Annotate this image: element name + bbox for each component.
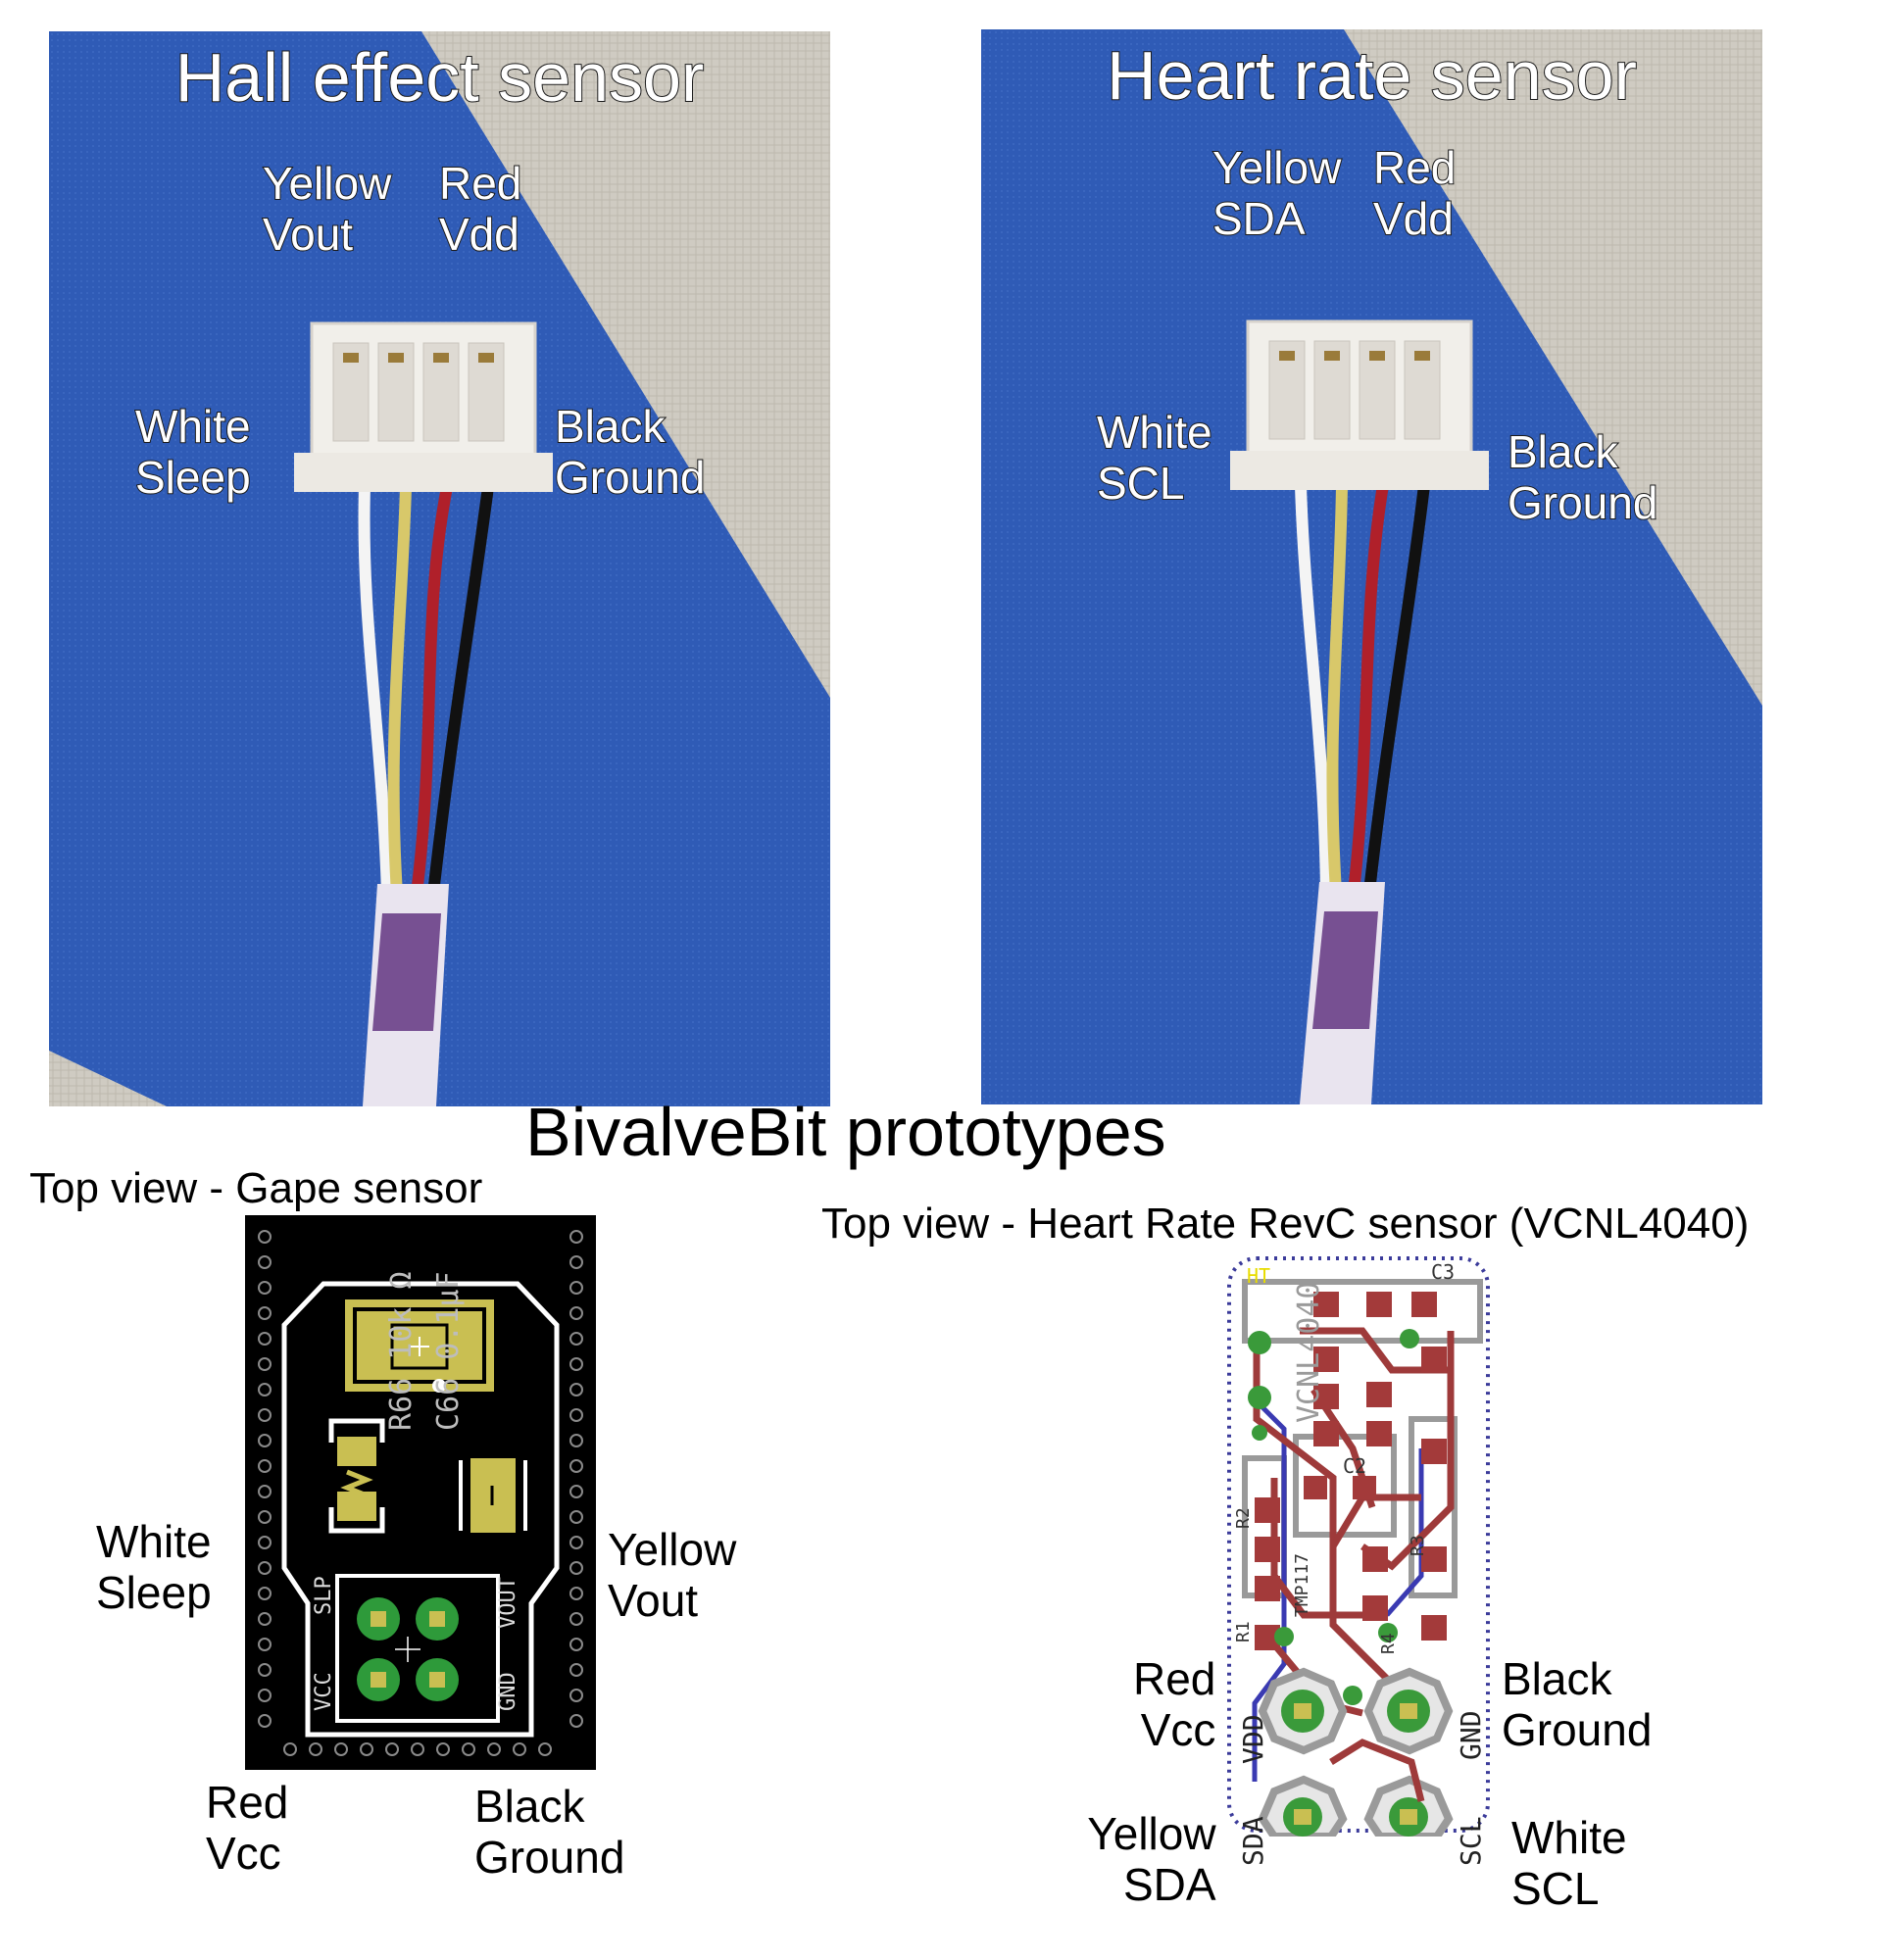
hall-label-black-signal: Ground bbox=[554, 451, 706, 503]
gape-r66-label: R66 10k Ω bbox=[384, 1271, 419, 1431]
gape-label-red-color: Red bbox=[206, 1777, 289, 1828]
heart-board-label-white-signal: SCL bbox=[1511, 1862, 1600, 1914]
gape-label-yellow: Yellow Vout bbox=[608, 1524, 737, 1627]
heart-label-white-signal: SCL bbox=[1096, 457, 1185, 509]
heart-label-yellow: Yellow SDA bbox=[1211, 141, 1342, 244]
gape-caption: Top view - Gape sensor bbox=[29, 1164, 483, 1212]
heart-label-yellow-color: Yellow bbox=[1211, 141, 1342, 193]
hall-label-black: Black Ground bbox=[554, 400, 706, 503]
gape-label-yellow-signal: Vout bbox=[608, 1574, 699, 1626]
heart-board-caption: Top view - Heart Rate RevC sensor (VCNL4… bbox=[821, 1200, 1750, 1248]
heart-board-label-black-signal: Ground bbox=[1502, 1703, 1653, 1755]
hall-photo-illustration bbox=[49, 31, 830, 1106]
heart-rate-board bbox=[1227, 1256, 1490, 1837]
hall-photo-title: Hall effect sensor bbox=[174, 38, 706, 117]
heart-photo-title: Heart rate sensor bbox=[1106, 36, 1638, 115]
hall-sensor-photo: Hall effect sensor Yellow Vout Red Vdd W… bbox=[49, 31, 830, 1106]
heart-label-black-signal: Ground bbox=[1507, 476, 1658, 528]
heart-board-blue-traces bbox=[1252, 1397, 1424, 1782]
gape-pin-vout: VOUT bbox=[496, 1577, 520, 1629]
hall-label-white: White Sleep bbox=[134, 400, 252, 503]
heart-board-label-yellow-color: Yellow bbox=[1087, 1808, 1216, 1859]
heart-label-red-color: Red bbox=[1372, 141, 1457, 193]
heart-c3-label: C3 bbox=[1431, 1260, 1456, 1284]
heart-label-white: White SCL bbox=[1096, 406, 1213, 509]
gape-label-red-signal: Vcc bbox=[206, 1827, 281, 1879]
heart-board-label-red: Red Vcc bbox=[1133, 1653, 1216, 1756]
heart-board-label-yellow: Yellow SDA bbox=[1070, 1808, 1216, 1911]
heart-label-black: Black Ground bbox=[1507, 425, 1658, 528]
heart-c2-label: C2 bbox=[1343, 1454, 1367, 1478]
gape-c66-label: C66 0.1µF bbox=[431, 1271, 466, 1431]
heart-board-label-black-color: Black bbox=[1502, 1653, 1612, 1704]
gape-label-yellow-color: Yellow bbox=[608, 1524, 737, 1575]
heart-ht-label: HT bbox=[1247, 1264, 1271, 1288]
heart-board-vias bbox=[1248, 1329, 1419, 1705]
hall-label-white-color: White bbox=[134, 400, 252, 452]
hall-label-white-signal: Sleep bbox=[134, 451, 252, 503]
heart-board-label-yellow-signal: SDA bbox=[1123, 1858, 1216, 1910]
heart-tmp117-label: TMP117 bbox=[1292, 1552, 1312, 1617]
gape-pin-vcc: VCC bbox=[312, 1672, 336, 1711]
heart-label-black-color: Black bbox=[1507, 425, 1618, 477]
heart-sensor-photo: Heart rate sensor Yellow SDA Red Vdd Whi… bbox=[981, 29, 1762, 1104]
heart-pin-sda: SDA bbox=[1237, 1816, 1269, 1866]
heart-board-smd-pads bbox=[1255, 1292, 1447, 1650]
heart-board-label-red-color: Red bbox=[1133, 1653, 1216, 1704]
main-title: BivalveBit prototypes bbox=[525, 1094, 1166, 1170]
hall-label-red: Red Vdd bbox=[438, 157, 522, 260]
heart-label-yellow-signal: SDA bbox=[1211, 192, 1307, 244]
heart-pin-vdd: VDD bbox=[1237, 1714, 1269, 1764]
gape-pin-gnd: GND bbox=[496, 1672, 520, 1711]
heart-label-white-color: White bbox=[1096, 406, 1213, 458]
heart-board-connector-pads bbox=[1258, 1667, 1454, 1837]
heart-r3-label: R3 bbox=[1408, 1535, 1428, 1556]
heart-r2-label: R2 bbox=[1233, 1507, 1254, 1529]
heart-board-label-white-color: White bbox=[1511, 1812, 1627, 1863]
gape-label-black-signal: Ground bbox=[474, 1831, 625, 1883]
heart-label-red: Red Vdd bbox=[1372, 141, 1457, 244]
hall-label-yellow: Yellow Vout bbox=[262, 157, 392, 260]
hall-label-yellow-signal: Vout bbox=[262, 208, 354, 260]
heart-label-red-signal: Vdd bbox=[1372, 192, 1455, 244]
gape-label-black: Black Ground bbox=[474, 1781, 625, 1884]
gape-label-white-color: White bbox=[96, 1516, 212, 1567]
hall-label-red-color: Red bbox=[438, 157, 522, 209]
heart-board-label-red-signal: Vcc bbox=[1140, 1703, 1216, 1755]
heart-pin-scl: SCL bbox=[1455, 1816, 1487, 1866]
hall-label-black-color: Black bbox=[554, 400, 666, 452]
gape-label-white-signal: Sleep bbox=[96, 1566, 212, 1618]
heart-board-label-white: White SCL bbox=[1511, 1812, 1627, 1915]
heart-chip-label: VCNL4040 bbox=[1292, 1281, 1326, 1424]
hall-label-yellow-color: Yellow bbox=[262, 157, 392, 209]
heart-photo-illustration bbox=[981, 29, 1762, 1104]
heart-pin-gnd: GND bbox=[1455, 1710, 1487, 1760]
gape-board-edge-holes bbox=[258, 1230, 583, 1756]
gape-label-red: Red Vcc bbox=[206, 1777, 289, 1880]
hall-label-red-signal: Vdd bbox=[438, 208, 520, 260]
heart-r1-label: R1 bbox=[1233, 1621, 1254, 1642]
heart-board-label-black: Black Ground bbox=[1502, 1653, 1653, 1756]
gape-pin-slp: SLP bbox=[312, 1576, 336, 1615]
gape-sensor-board bbox=[245, 1215, 596, 1770]
gape-connector-pads bbox=[357, 1597, 459, 1701]
heart-r4-label: R4 bbox=[1378, 1633, 1399, 1654]
gape-label-white: White Sleep bbox=[96, 1516, 212, 1619]
gape-label-black-color: Black bbox=[474, 1781, 585, 1832]
